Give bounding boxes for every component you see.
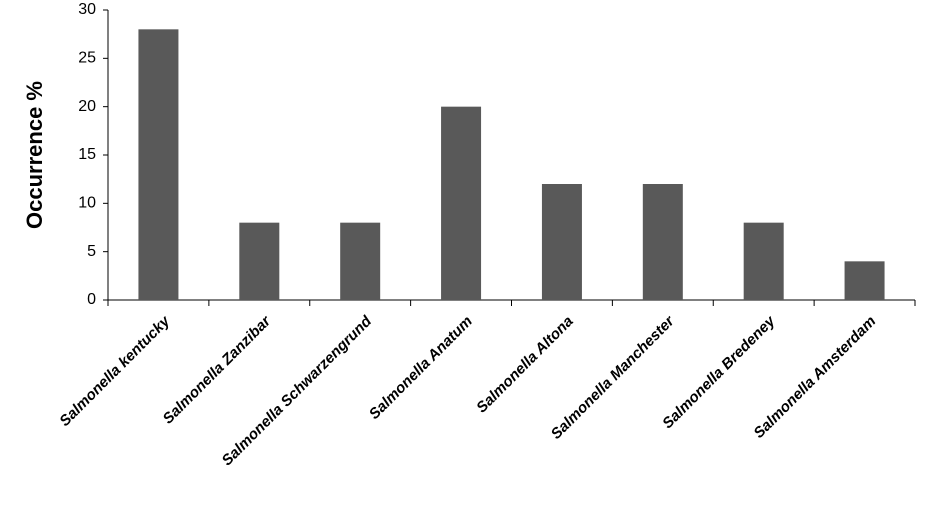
bar: [743, 222, 784, 300]
y-tick-label: 30: [78, 1, 96, 18]
y-tick-label: 5: [87, 243, 96, 260]
bar: [441, 106, 482, 301]
y-tick-label: 25: [78, 50, 96, 67]
x-tick-label: Salmonella Bredeney: [659, 312, 779, 432]
y-tick-label: 15: [78, 146, 96, 163]
bar: [138, 29, 179, 300]
bar: [844, 261, 885, 300]
y-tick-label: 10: [78, 195, 96, 212]
x-tick-label: Salmonella Altona: [473, 313, 577, 417]
bar: [642, 184, 683, 300]
bar: [340, 222, 381, 300]
x-tick-label: Salmonella Anatum: [366, 313, 476, 423]
x-tick-label: Salmonella kentucky: [56, 312, 173, 429]
bar: [541, 184, 582, 300]
y-tick-label: 20: [78, 98, 96, 115]
y-axis-title: Occurrence %: [22, 81, 47, 229]
y-tick-label: 0: [87, 291, 96, 308]
bar: [239, 222, 280, 300]
x-tick-label: Salmonella Zanzibar: [160, 312, 275, 427]
